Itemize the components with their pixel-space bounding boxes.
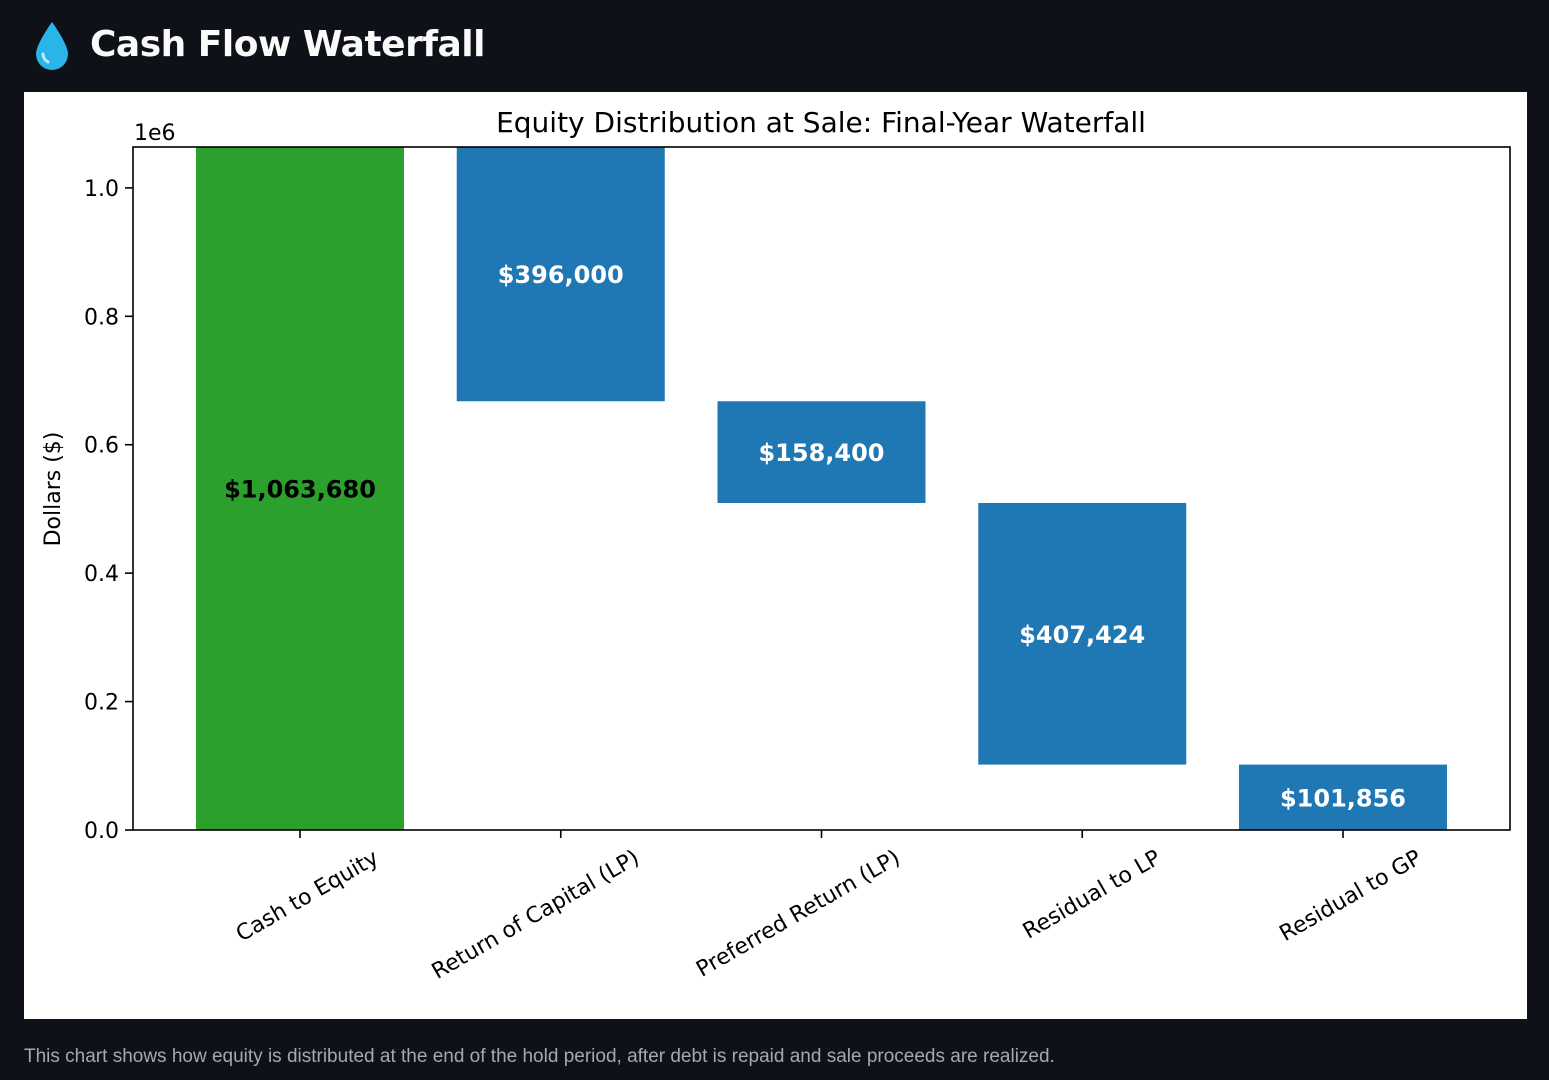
chart-title: Equity Distribution at Sale: Final-Year … [496,106,1146,139]
y-axis-label: Dollars ($) [41,432,66,547]
x-tick-label: Return of Capital (LP) [428,846,644,985]
y-tick-label: 0.6 [84,434,119,459]
y-axis-offset-label: 1e6 [134,121,176,146]
bar-3 [978,502,1187,765]
bar-1 [456,147,665,402]
y-tick-label: 0.4 [84,562,119,587]
x-tick-label: Cash to Equity [232,846,383,948]
bar-value-label: $1,063,680 [224,476,376,504]
bar-4 [1239,764,1447,830]
bar-value-label: $158,400 [758,439,884,467]
y-tick-label: 0.0 [84,819,119,844]
x-tick-label: Residual to LP [1019,846,1165,945]
y-tick-label: 0.8 [84,305,119,330]
x-tick-label: Preferred Return (LP) [692,846,904,983]
y-tick-label: 1.0 [84,177,119,202]
x-tick-label: Residual to GP [1276,846,1426,947]
bar-2 [717,401,926,503]
bar-value-label: $396,000 [498,261,624,289]
bar-value-label: $101,856 [1280,784,1406,812]
bar-0 [196,147,404,830]
water-drop-icon [36,22,68,70]
chart-caption: This chart shows how equity is distribut… [24,1046,1055,1067]
page-title: Cash Flow Waterfall [90,23,486,65]
y-tick-label: 0.2 [84,691,119,716]
bar-value-label: $407,424 [1019,621,1145,649]
header: Cash Flow Waterfall [32,16,486,72]
